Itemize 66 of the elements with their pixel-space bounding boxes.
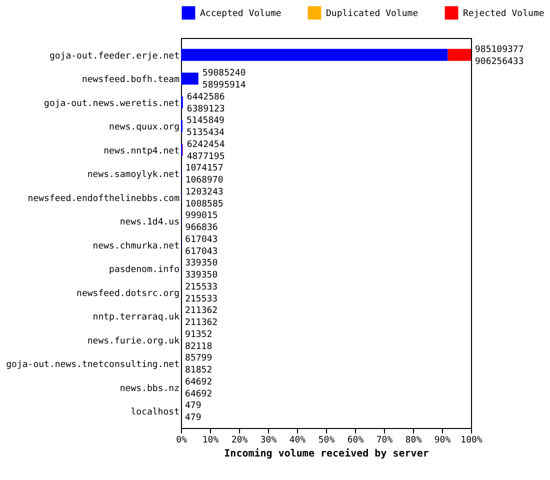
annotation: 6442586 <box>186 92 225 102</box>
annotation: 81852 <box>185 366 212 376</box>
y-tick-label: news.furie.org.uk <box>87 336 180 346</box>
y-tick-label: goja-out.news.tnetconsulting.net <box>6 360 180 370</box>
y-tick-label: newsfeed.bofh.team <box>82 75 180 86</box>
y-tick-label: news.chmurka.net <box>92 241 180 252</box>
y-tick-label: news.bbs.nz <box>120 384 180 394</box>
bar <box>181 72 198 85</box>
annotation: 211362 <box>185 306 218 316</box>
y-tick-label: news.1d4.us <box>120 218 180 228</box>
annotation: 999015 <box>185 211 218 222</box>
bar <box>448 48 471 61</box>
annotation: 64692 <box>185 389 212 400</box>
annotation: 59085240 <box>202 68 246 79</box>
annotation: 1068970 <box>185 176 224 186</box>
annotation: 4877195 <box>186 152 225 162</box>
y-tick-label: localhost <box>130 408 180 418</box>
x-tick-label: 30% <box>260 436 278 446</box>
x-tick-label: 40% <box>289 436 306 446</box>
annotation: 339350 <box>185 258 218 269</box>
x-tick-label: 20% <box>231 436 248 446</box>
annotation: 5145849 <box>186 116 224 126</box>
y-tick-label: goja-out.news.weretis.net <box>44 98 180 109</box>
y-tick-label: news.nntp4.net <box>104 146 180 156</box>
x-axis-title: Incoming volume received by server <box>224 448 429 460</box>
annotation: 906256433 <box>475 56 524 67</box>
y-tick-label: nntp.terraraq.uk <box>92 312 180 323</box>
annotation: 215533 <box>185 294 218 304</box>
annotation: 966836 <box>185 223 218 234</box>
annotation: 479 <box>185 401 202 412</box>
legend-label: Accepted Volume <box>200 8 282 19</box>
x-tick-label: 0% <box>176 436 188 446</box>
annotation: 6242454 <box>186 140 225 150</box>
x-tick-label: 100% <box>460 436 483 446</box>
annotation: 617043 <box>185 234 218 245</box>
y-tick-label: newsfeed.dotsrc.org <box>76 288 180 299</box>
x-tick-label: 90% <box>434 436 452 446</box>
annotation: 211362 <box>185 318 218 328</box>
annotation: 1008585 <box>185 199 224 210</box>
legend-label: Rejected Volume <box>463 8 544 19</box>
annotation: 339350 <box>185 270 218 281</box>
x-tick-label: 10% <box>202 436 220 446</box>
x-tick-label: 60% <box>347 436 364 446</box>
annotation: 85799 <box>185 354 212 364</box>
y-tick-label: goja-out.feeder.erje.net <box>49 51 180 62</box>
annotation: 1203243 <box>185 187 224 198</box>
bar <box>181 48 448 61</box>
annotation: 985109377 <box>475 44 524 55</box>
x-tick-label: 80% <box>405 436 422 446</box>
annotation: 91352 <box>185 330 212 340</box>
annotation: 64692 <box>185 377 212 388</box>
annotation: 5135434 <box>186 128 224 138</box>
annotation: 479 <box>185 413 202 424</box>
annotation: 58995914 <box>202 80 246 91</box>
y-tick-label: newsfeed.endofthelinebbs.com <box>28 194 180 204</box>
annotation: 1074157 <box>185 164 224 174</box>
legend-label: Duplicated Volume <box>326 8 418 19</box>
y-tick-label: pasdenom.info <box>109 265 180 276</box>
y-tick-label: news.quux.org <box>109 122 180 133</box>
annotation: 617043 <box>185 246 218 257</box>
x-tick-label: 50% <box>318 436 336 446</box>
annotation: 82118 <box>185 342 212 352</box>
annotation: 6389123 <box>186 104 225 114</box>
annotation: 215533 <box>185 282 218 292</box>
x-tick-label: 70% <box>376 436 394 446</box>
y-tick-label: news.samoylyk.net <box>87 170 180 180</box>
